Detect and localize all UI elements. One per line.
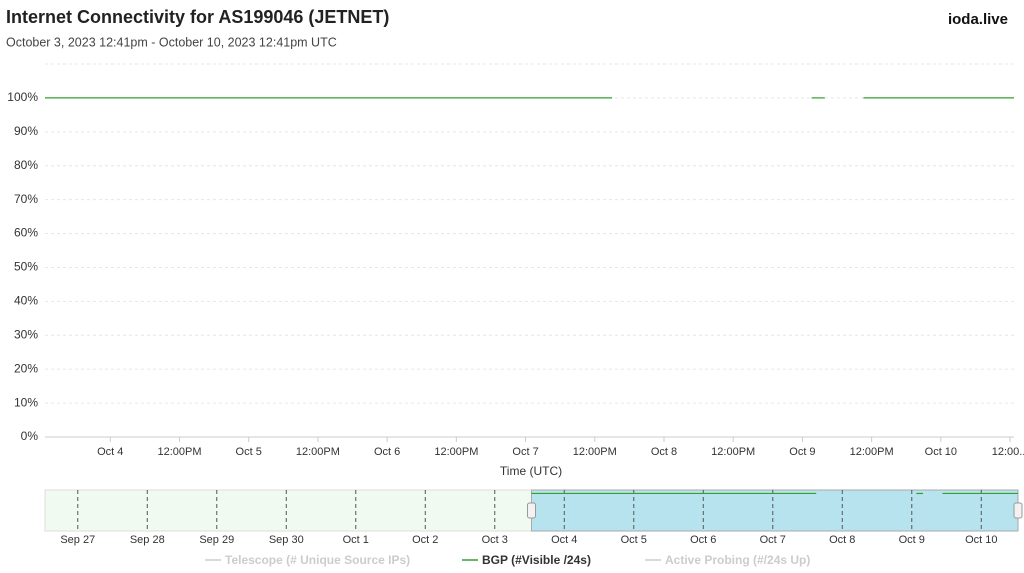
navigator-tick-label: Oct 6 [690,534,716,546]
chart-title: Internet Connectivity for AS199046 (JETN… [6,7,389,27]
x-tick-label: 12:00PM [850,446,894,458]
brand: ioda.live [948,11,1008,28]
x-tick-label: Oct 6 [374,446,400,458]
x-tick-label: Oct 8 [651,446,677,458]
legend-item[interactable]: Telescope (# Unique Source IPs) [225,553,410,567]
x-tick-label: Oct 5 [236,446,262,458]
navigator-tick-label: Oct 3 [482,534,508,546]
x-tick-label: Oct 4 [97,446,123,458]
y-tick-label: 60% [14,226,38,240]
y-tick-label: 50% [14,260,38,274]
x-tick-label: Oct 10 [925,446,957,458]
navigator-tick-label: Sep 28 [130,534,165,546]
y-tick-label: 100% [7,90,38,104]
y-tick-label: 90% [14,124,38,138]
navigator-tick-label: Sep 29 [199,534,234,546]
x-tick-label: Oct 9 [789,446,815,458]
navigator-tick-label: Oct 8 [829,534,855,546]
x-axis-title: Time (UTC) [500,464,562,478]
x-tick-label: 12:00PM [296,446,340,458]
y-tick-label: 10% [14,395,38,409]
navigator-tick-label: Oct 1 [343,534,369,546]
navigator-handle[interactable] [527,502,536,519]
y-tick-label: 40% [14,294,38,308]
navigator-handle[interactable] [1013,502,1023,519]
y-tick-label: 80% [14,158,38,172]
x-tick-label: 12:00PM [434,446,478,458]
x-tick-label: 12:00... [992,446,1024,458]
y-tick-label: 20% [14,361,38,375]
navigator-tick-label: Oct 2 [412,534,438,546]
x-tick-label: Oct 7 [512,446,538,458]
navigator-tick-label: Oct 9 [899,534,925,546]
navigator-tick-label: Oct 5 [621,534,647,546]
navigator-tick-label: Sep 30 [269,534,304,546]
navigator-tick-label: Oct 10 [965,534,997,546]
x-tick-label: 12:00PM [573,446,617,458]
legend-item[interactable]: Active Probing (#/24s Up) [665,553,810,567]
y-tick-label: 30% [14,327,38,341]
navigator-tick-label: Oct 7 [760,534,786,546]
navigator-tick-label: Sep 27 [60,534,95,546]
navigator-tick-label: Oct 4 [551,534,577,546]
y-tick-label: 70% [14,192,38,206]
navigator-selection[interactable] [531,489,1019,532]
legend-item[interactable]: BGP (#Visible /24s) [482,553,591,567]
x-tick-label: 12:00PM [157,446,201,458]
y-tick-label: 0% [21,429,39,443]
x-tick-label: 12:00PM [711,446,755,458]
subtitle: October 3, 2023 12:41pm - October 10, 20… [6,35,337,49]
